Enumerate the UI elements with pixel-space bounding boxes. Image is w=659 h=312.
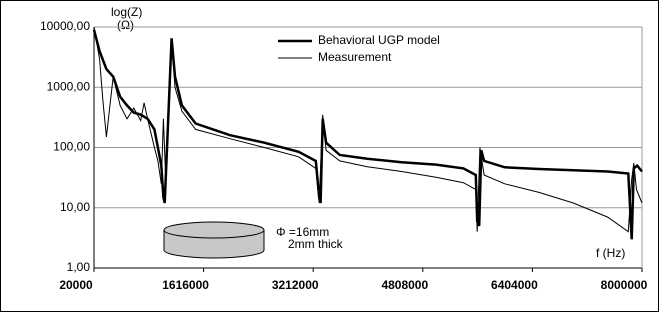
- x-tick-label: 4808000: [381, 278, 428, 292]
- legend-label: Measurement: [318, 50, 392, 64]
- y-tick-label: 10,00: [60, 200, 90, 214]
- y-tick-label: 10000,00: [40, 19, 90, 33]
- legend-label: Behavioral UGP model: [318, 33, 440, 47]
- y-label-unit: (Ω): [117, 18, 134, 32]
- y-tick-label: 1000,00: [47, 79, 91, 93]
- x-tick-label: 3212000: [272, 278, 319, 292]
- y-tick-label: 100,00: [53, 140, 90, 154]
- y-label: log(Z): [111, 5, 142, 19]
- chart: log(Z) (Ω) f (Hz) Φ =16mm 2mm thick 1000…: [0, 0, 659, 312]
- x-tick-label: 8000000: [601, 278, 648, 292]
- x-tick-label: 20000: [59, 278, 93, 292]
- cylinder-icon: [164, 222, 264, 258]
- thickness-note: 2mm thick: [288, 237, 344, 251]
- x-label: f (Hz): [596, 246, 625, 260]
- x-tick-label: 1616000: [162, 278, 209, 292]
- x-tick-label: 6404000: [491, 278, 538, 292]
- y-tick-label: 1,00: [67, 260, 91, 274]
